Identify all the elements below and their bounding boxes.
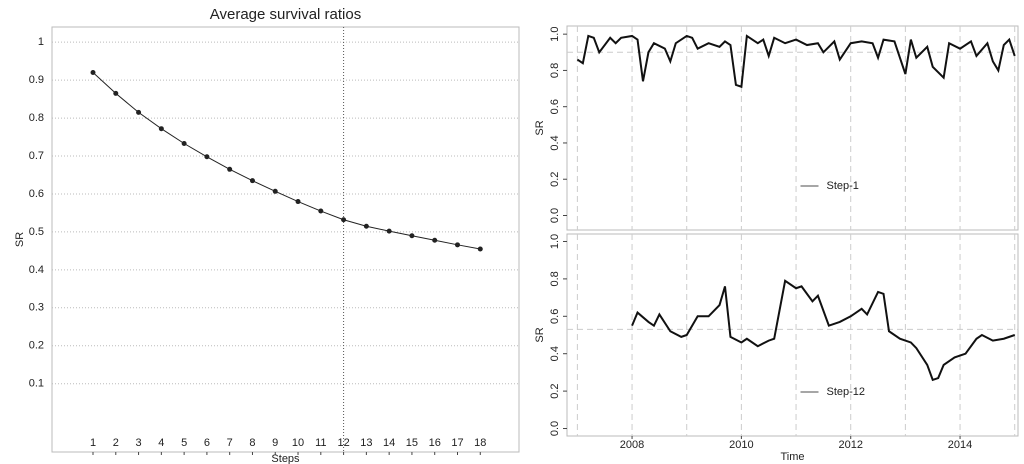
- marker: [181, 140, 187, 146]
- y-tick-label: 1.0: [549, 234, 561, 249]
- x-tick-label: 14: [383, 437, 395, 449]
- y-tick-label: 0.0: [549, 208, 561, 223]
- x-tick-label: 7: [227, 437, 233, 449]
- x-tick-label: 10: [292, 437, 304, 449]
- plot-frame: [566, 233, 1019, 437]
- y-tick-label: 0.8: [549, 271, 561, 286]
- marker: [158, 126, 164, 132]
- y-axis-label: SR: [534, 120, 546, 135]
- x-tick-label: 5: [181, 437, 187, 449]
- marker: [113, 90, 119, 96]
- x-tick-label: 15: [406, 437, 418, 449]
- plot-frame: [51, 26, 520, 453]
- legend-label: Step-12: [827, 386, 866, 398]
- x-tick-label: 1: [90, 437, 96, 449]
- series-line: [576, 34, 1016, 89]
- x-tick-label: 3: [136, 437, 142, 449]
- y-axis-label: SR: [14, 232, 26, 247]
- y-tick-label: 0.3: [29, 302, 44, 314]
- x-axis-label: Time: [780, 451, 804, 463]
- y-tick-label: 0.6: [549, 309, 561, 324]
- series-line: [631, 279, 1016, 382]
- y-tick-label: 0.6: [549, 99, 561, 114]
- y-tick-label: 0.4: [29, 264, 44, 276]
- y-tick-label: 0.2: [549, 383, 561, 398]
- marker: [409, 233, 415, 239]
- marker: [341, 217, 347, 223]
- y-tick-label: 0.8: [29, 112, 44, 124]
- panel: 0.0 0.2 0.4 0.6 0.8 1.0 SR 2008 2010 2012 2014 Time…: [534, 233, 1019, 463]
- marker: [386, 228, 392, 234]
- x-tick-label: 17: [451, 437, 463, 449]
- x-tick-label: 12: [337, 437, 349, 449]
- y-tick-label: 0.6: [29, 188, 44, 200]
- marker: [272, 188, 278, 194]
- marker: [295, 199, 301, 205]
- x-tick-label: 16: [429, 437, 441, 449]
- x-tick-label: 8: [249, 437, 255, 449]
- x-tick-label: 6: [204, 437, 210, 449]
- panel: Average survival ratios 0.1 0.2 0.3 0.4 0.5 0.…: [14, 6, 520, 464]
- marker: [136, 109, 142, 115]
- y-tick-label: 0.7: [29, 150, 44, 162]
- y-tick-label: 0.4: [549, 135, 561, 150]
- y-tick-label: 0.0: [549, 421, 561, 436]
- x-tick-label: 11: [315, 437, 326, 449]
- marker: [318, 208, 324, 214]
- y-tick-label: 1: [38, 36, 44, 48]
- x-tick-label: 2008: [620, 439, 644, 451]
- marker: [432, 237, 438, 243]
- series-line: [92, 72, 481, 250]
- x-tick-label: 9: [272, 437, 278, 449]
- plot-frame: [566, 25, 1019, 231]
- y-tick-label: 0.9: [29, 74, 44, 86]
- y-axis-label: SR: [534, 327, 546, 342]
- y-tick-label: 0.5: [29, 226, 44, 238]
- y-tick-label: 0.2: [549, 172, 561, 187]
- panel: 0.0 0.2 0.4 0.6 0.8 1.0 SR Step-1: [534, 25, 1019, 231]
- marker: [477, 246, 483, 252]
- x-tick-label: 18: [474, 437, 486, 449]
- x-tick-label: 2012: [838, 439, 862, 451]
- x-tick-label: 13: [360, 437, 372, 449]
- y-tick-label: 0.8: [549, 63, 561, 78]
- x-axis-label: Steps: [271, 453, 300, 464]
- y-tick-label: 0.2: [29, 340, 44, 352]
- marker: [227, 166, 233, 172]
- marker: [249, 178, 255, 184]
- x-tick-label: 2: [113, 437, 119, 449]
- y-tick-label: 0.4: [549, 346, 561, 361]
- legend-label: Step-1: [827, 180, 859, 192]
- chart-title: Average survival ratios: [210, 6, 361, 23]
- x-tick-label: 4: [158, 437, 164, 449]
- marker: [90, 70, 96, 76]
- marker: [454, 242, 460, 248]
- x-tick-label: 2010: [729, 439, 753, 451]
- y-tick-label: 0.1: [29, 378, 44, 390]
- marker: [204, 154, 210, 160]
- marker: [363, 223, 369, 229]
- y-tick-label: 1.0: [549, 27, 561, 42]
- x-tick-label: 2014: [948, 439, 972, 451]
